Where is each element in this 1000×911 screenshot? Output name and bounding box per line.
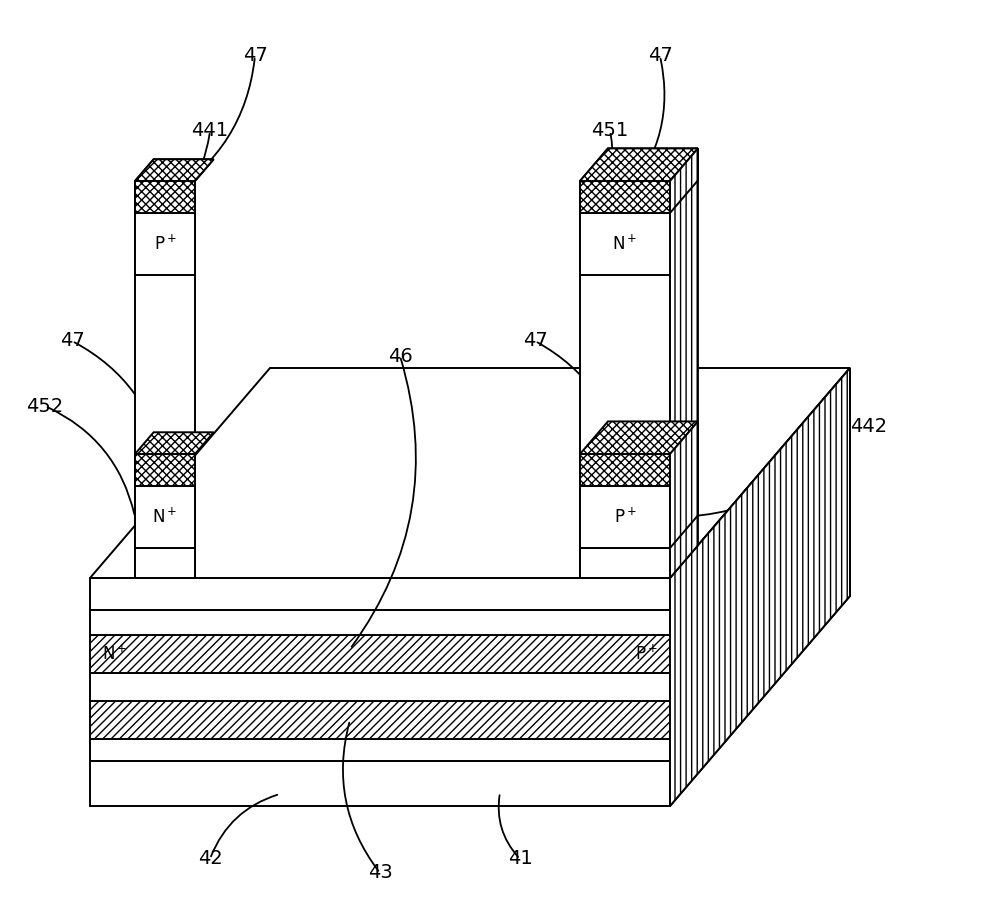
Polygon shape (135, 159, 214, 181)
Polygon shape (135, 159, 214, 181)
Polygon shape (90, 701, 670, 739)
Polygon shape (580, 213, 670, 275)
Polygon shape (135, 486, 195, 548)
Polygon shape (670, 425, 850, 673)
Text: 46: 46 (388, 346, 412, 365)
Polygon shape (90, 551, 850, 761)
Text: P$^+$: P$^+$ (154, 234, 176, 253)
Polygon shape (580, 181, 670, 213)
Text: N$^+$: N$^+$ (152, 507, 178, 527)
Polygon shape (135, 454, 195, 486)
Polygon shape (670, 148, 698, 213)
Polygon shape (670, 400, 850, 635)
Polygon shape (580, 181, 670, 578)
Polygon shape (90, 761, 670, 806)
Polygon shape (90, 578, 670, 610)
Polygon shape (135, 181, 195, 213)
Polygon shape (670, 368, 850, 610)
Polygon shape (580, 486, 670, 548)
Text: 47: 47 (60, 332, 84, 351)
Text: 451: 451 (591, 121, 629, 140)
Polygon shape (670, 422, 698, 548)
Text: 47: 47 (523, 332, 547, 351)
Polygon shape (90, 368, 850, 578)
Polygon shape (135, 548, 195, 578)
Polygon shape (90, 400, 850, 610)
Polygon shape (90, 529, 850, 739)
Text: P$^+$: P$^+$ (635, 644, 658, 663)
Text: 452: 452 (26, 396, 64, 415)
Polygon shape (135, 181, 195, 578)
Polygon shape (90, 610, 670, 635)
Polygon shape (90, 463, 850, 673)
Polygon shape (580, 454, 670, 486)
Polygon shape (135, 213, 195, 275)
Text: 47: 47 (243, 46, 267, 66)
Text: 47: 47 (648, 46, 672, 66)
Polygon shape (580, 148, 698, 181)
Text: 442: 442 (850, 416, 887, 435)
Text: 42: 42 (198, 849, 222, 868)
Text: 41: 41 (508, 849, 532, 868)
Text: N$^+$: N$^+$ (612, 234, 638, 253)
Polygon shape (90, 673, 670, 701)
Polygon shape (670, 491, 850, 739)
Text: N$^+$: N$^+$ (102, 644, 127, 663)
Polygon shape (135, 433, 214, 454)
Polygon shape (670, 463, 850, 701)
Polygon shape (90, 491, 850, 701)
Polygon shape (670, 529, 850, 761)
Polygon shape (670, 551, 850, 806)
Text: P$^+$: P$^+$ (614, 507, 636, 527)
Polygon shape (90, 425, 850, 635)
Text: 441: 441 (191, 121, 229, 140)
Polygon shape (670, 148, 698, 578)
Polygon shape (580, 148, 698, 181)
Polygon shape (90, 635, 670, 673)
Polygon shape (90, 739, 670, 761)
Polygon shape (580, 548, 670, 578)
Polygon shape (670, 368, 850, 806)
Text: 43: 43 (368, 864, 392, 883)
Polygon shape (580, 422, 698, 454)
